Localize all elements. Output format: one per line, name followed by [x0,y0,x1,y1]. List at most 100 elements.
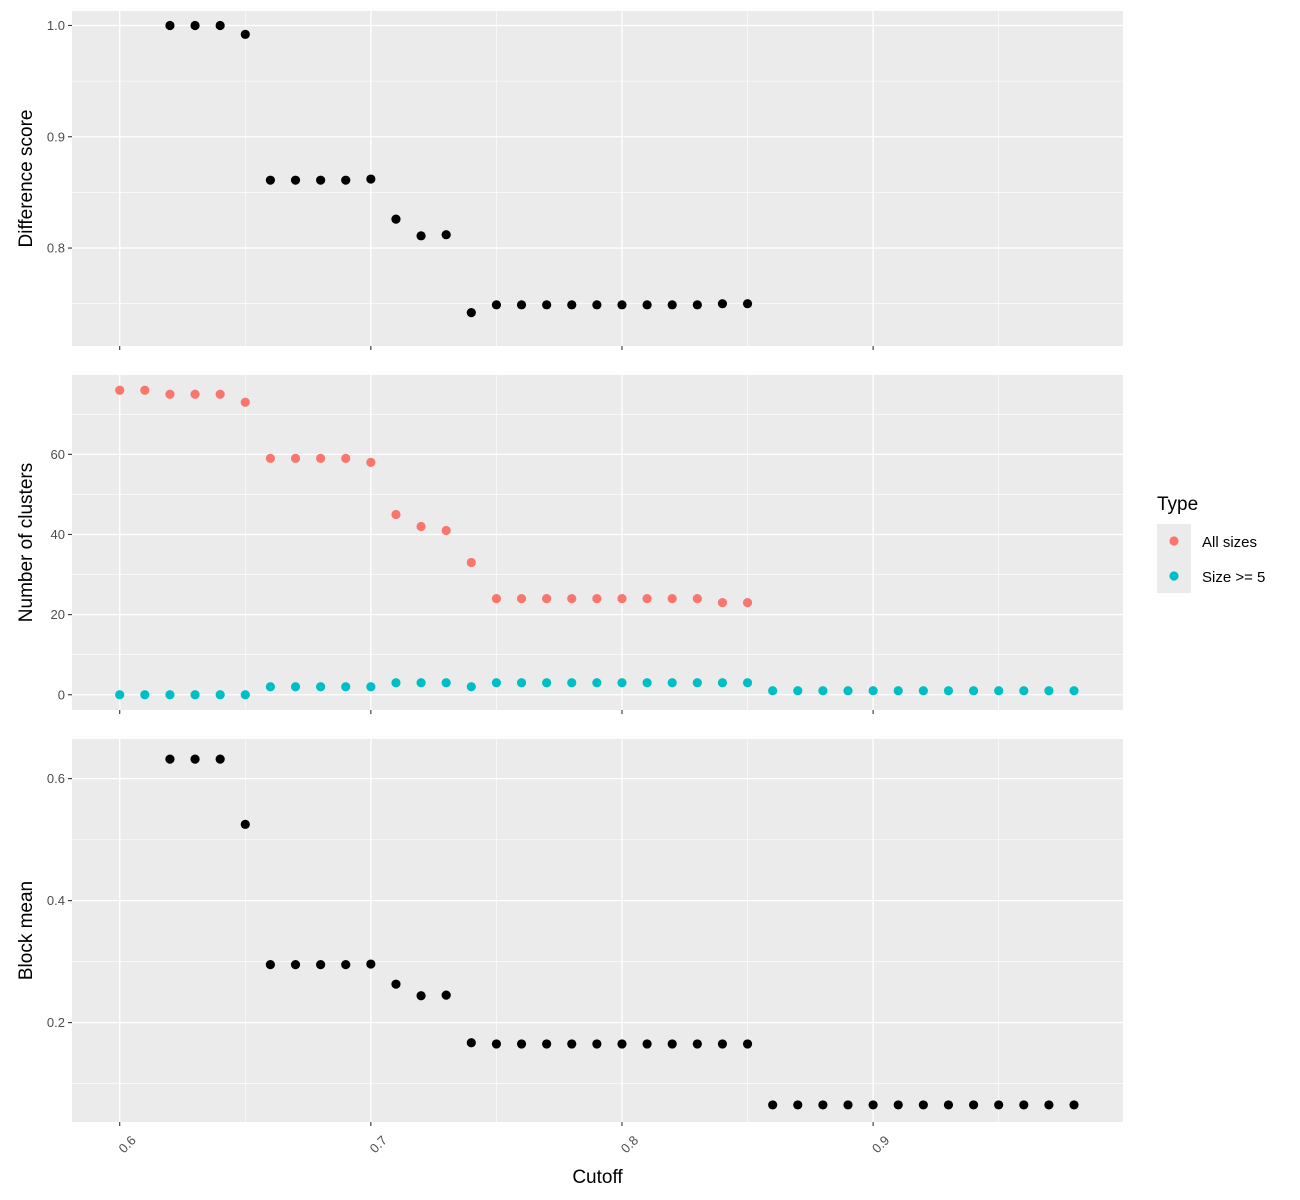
data-point [1069,1100,1079,1110]
data-point [692,678,702,688]
data-point [642,594,652,604]
y-tick-label: 0 [58,687,65,702]
data-point [542,594,552,604]
legend-label-size-ge-5: Size >= 5 [1202,569,1265,586]
data-point [265,175,275,185]
y-tick-label: 1.0 [47,18,65,33]
legend-key-all-sizes [1169,536,1179,546]
data-point [366,457,376,467]
legend-key-background [1157,524,1191,593]
y-tick-label: 0.4 [47,893,65,908]
data-point [642,678,652,688]
data-point [341,453,351,463]
data-point [542,300,552,310]
data-point [491,1039,502,1049]
data-point [642,1039,652,1049]
series-all-sizes [115,385,753,608]
panel-3: 0.2 0.4 0.6 Block mean 0.6 0.7 0.8 0.9 Cutoff [16,739,1123,1188]
legend: Type All sizes Size >= 5 [1157,494,1265,593]
data-point [265,682,275,692]
data-point [265,453,275,463]
data-point [140,385,150,395]
y-tick-label: 40 [51,527,65,542]
x-tick-label: 0.7 [367,1133,390,1156]
data-point [416,231,426,241]
data-point [893,686,903,696]
data-point [416,521,426,532]
panel-background [72,739,1123,1122]
data-point [391,509,401,520]
data-point [516,1039,527,1049]
data-point [215,20,225,31]
data-point [1069,686,1079,696]
x-tick-label: 0.6 [116,1133,139,1156]
data-point [592,594,602,604]
y-tick-label: 0.2 [47,1015,65,1030]
data-point [868,1100,878,1110]
data-point [441,990,451,1000]
data-point [165,754,175,764]
data-point [893,1100,903,1110]
data-point [667,594,677,604]
data-point [316,453,326,463]
data-point [290,453,301,463]
data-point [793,1100,803,1110]
data-point [290,960,301,970]
data-point [667,1039,677,1049]
data-point [366,959,376,969]
data-point [768,1100,778,1110]
data-point [642,300,652,310]
data-point [240,29,250,39]
legend-key-size-ge-5 [1169,571,1179,581]
series-size-5 [115,678,1079,700]
data-point [918,686,928,696]
legend-title: Type [1157,494,1198,515]
data-point [516,678,527,688]
data-point [516,300,527,310]
y-axis-title: Block mean [16,881,37,980]
data-point [994,686,1004,696]
data-point [542,678,552,688]
legend-label-all-sizes: All sizes [1202,534,1257,551]
data-point [567,678,577,688]
y-tick-label: 60 [51,447,65,462]
data-point [466,1038,476,1048]
data-point [466,557,476,568]
data-point [491,594,502,604]
data-point [341,960,351,970]
data-point [316,175,326,185]
data-point [140,690,150,700]
data-point [240,819,250,829]
data-point [617,678,627,688]
data-point [742,678,753,688]
data-point [416,678,426,688]
data-point [943,686,954,696]
data-point [994,1100,1004,1110]
data-point [617,594,627,604]
data-point [165,389,175,399]
data-point [366,682,376,692]
data-point [868,686,878,696]
data-point [692,300,702,310]
data-point [592,678,602,688]
data-point [391,214,401,224]
data-point [1019,686,1029,696]
x-tick-label: 0.8 [618,1133,641,1156]
data-point [190,690,200,700]
data-point [240,397,250,407]
data-point [466,682,476,692]
data-point [341,682,351,692]
x-tick-label: 0.9 [869,1133,892,1156]
data-point [793,686,803,696]
panel-1: 0.8 0.9 1.0 Difference score [16,11,1123,350]
x-axis-title: Cutoff [572,1167,623,1188]
data-point [692,1039,702,1049]
y-tick-label: 0.8 [47,241,65,256]
data-point [567,1039,577,1049]
data-point [768,686,778,696]
data-point [466,308,476,318]
data-point [491,300,502,310]
data-point [567,300,577,310]
data-point [341,175,351,185]
data-point [742,1039,753,1049]
